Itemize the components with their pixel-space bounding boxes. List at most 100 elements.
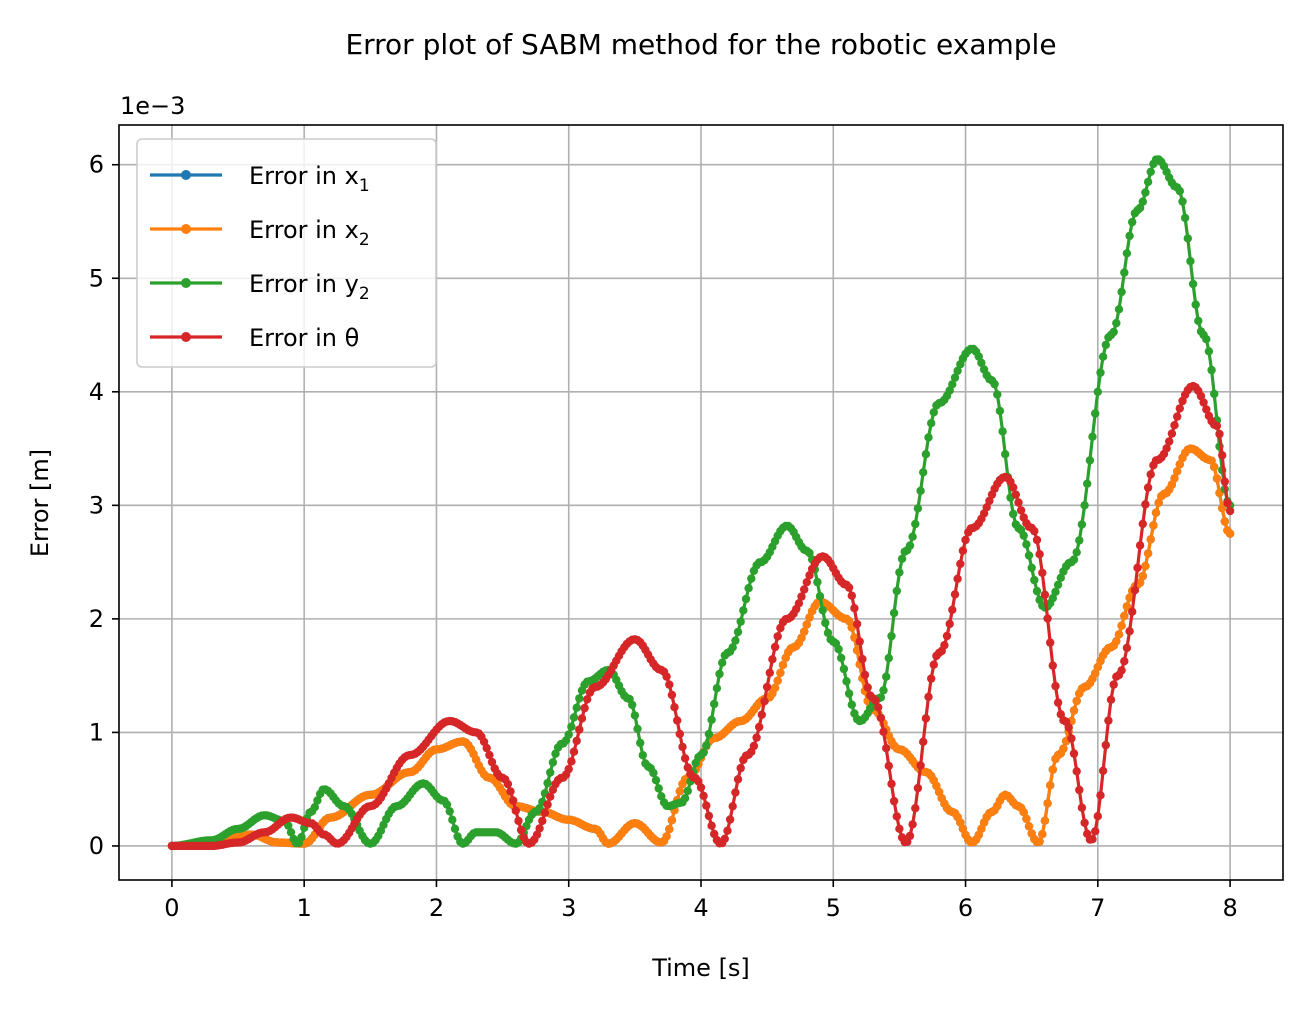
data-point bbox=[747, 574, 756, 583]
data-point bbox=[1223, 498, 1232, 508]
data-point bbox=[733, 627, 743, 637]
x-axis-label: Time [s] bbox=[651, 954, 750, 982]
data-point bbox=[921, 450, 931, 459]
chart-title: Error plot of SABM method for the roboti… bbox=[345, 28, 1056, 61]
data-point bbox=[1085, 456, 1095, 465]
data-point bbox=[450, 824, 460, 833]
legend-marker bbox=[181, 170, 191, 180]
data-point bbox=[1135, 578, 1145, 587]
data-point bbox=[1186, 257, 1195, 266]
series-4 bbox=[167, 381, 1235, 851]
data-point bbox=[482, 743, 491, 753]
data-point bbox=[683, 786, 692, 796]
y-tick-label: 5 bbox=[89, 264, 104, 292]
data-point bbox=[733, 775, 743, 784]
data-point bbox=[485, 750, 494, 760]
x-tick-label: 2 bbox=[429, 894, 444, 922]
data-point bbox=[1080, 501, 1089, 510]
data-point bbox=[702, 741, 711, 750]
data-point bbox=[1104, 716, 1113, 725]
data-point bbox=[699, 748, 708, 757]
data-point bbox=[1202, 335, 1211, 344]
data-point bbox=[1143, 549, 1153, 558]
data-point bbox=[546, 792, 555, 801]
data-point bbox=[1075, 536, 1084, 545]
data-point bbox=[821, 618, 830, 628]
data-point bbox=[990, 379, 999, 389]
data-point bbox=[834, 645, 843, 654]
x-tick-label: 4 bbox=[693, 894, 708, 922]
data-point bbox=[702, 801, 711, 810]
data-point bbox=[543, 800, 552, 809]
data-point bbox=[667, 816, 677, 825]
data-point bbox=[887, 779, 896, 789]
data-point bbox=[1212, 421, 1222, 431]
data-point bbox=[1183, 234, 1193, 243]
legend-box bbox=[136, 138, 437, 368]
data-point bbox=[884, 653, 893, 663]
data-point bbox=[1088, 432, 1097, 441]
data-point bbox=[1117, 666, 1126, 675]
data-point bbox=[985, 496, 994, 506]
data-point bbox=[1128, 217, 1137, 227]
data-point bbox=[1135, 541, 1145, 550]
data-point bbox=[1117, 287, 1126, 297]
data-point bbox=[760, 697, 769, 706]
data-point bbox=[916, 761, 925, 770]
data-point bbox=[995, 406, 1005, 416]
data-point bbox=[728, 643, 737, 652]
legend-label: Error in y2 bbox=[249, 270, 370, 304]
data-point bbox=[757, 710, 766, 719]
data-point bbox=[1043, 799, 1052, 808]
data-point bbox=[1072, 696, 1081, 706]
data-point bbox=[1173, 412, 1182, 421]
legend-marker bbox=[181, 332, 191, 342]
data-point bbox=[839, 664, 849, 674]
data-point bbox=[548, 758, 558, 767]
data-point bbox=[680, 794, 690, 803]
data-point bbox=[1098, 766, 1108, 775]
data-point bbox=[567, 757, 576, 766]
data-point bbox=[847, 700, 856, 709]
data-point bbox=[1175, 404, 1185, 413]
data-point bbox=[1043, 614, 1052, 623]
data-point bbox=[911, 519, 920, 529]
data-point bbox=[284, 821, 293, 830]
data-point bbox=[1125, 593, 1134, 602]
data-point bbox=[678, 742, 687, 752]
data-point bbox=[736, 763, 745, 773]
data-point bbox=[1141, 500, 1150, 509]
data-point bbox=[715, 669, 724, 679]
y-tick-label: 1 bbox=[89, 718, 104, 746]
y-tick-label: 6 bbox=[89, 151, 104, 179]
data-point bbox=[569, 747, 579, 756]
data-point bbox=[739, 606, 748, 615]
data-point bbox=[540, 808, 550, 817]
data-point bbox=[1173, 467, 1182, 476]
data-point bbox=[575, 694, 584, 703]
data-point bbox=[665, 680, 674, 689]
data-point bbox=[442, 800, 452, 809]
data-point bbox=[749, 741, 759, 751]
data-point bbox=[945, 619, 954, 629]
data-point bbox=[1038, 568, 1047, 577]
data-point bbox=[313, 796, 322, 805]
data-point bbox=[1146, 167, 1155, 176]
x-tick-label: 0 bbox=[164, 894, 179, 922]
data-point bbox=[1053, 698, 1063, 707]
data-point bbox=[1196, 391, 1206, 401]
data-point bbox=[924, 433, 933, 442]
data-point bbox=[1178, 197, 1187, 206]
data-point bbox=[675, 729, 684, 739]
data-point bbox=[805, 613, 814, 622]
data-point bbox=[895, 824, 904, 833]
data-point bbox=[876, 713, 886, 723]
data-point bbox=[1048, 594, 1058, 603]
data-point bbox=[778, 660, 788, 670]
data-point bbox=[1194, 316, 1203, 326]
data-point bbox=[1040, 590, 1050, 599]
data-point bbox=[762, 682, 772, 692]
data-point bbox=[1027, 563, 1036, 572]
data-point bbox=[961, 535, 970, 545]
data-point bbox=[1035, 550, 1044, 559]
